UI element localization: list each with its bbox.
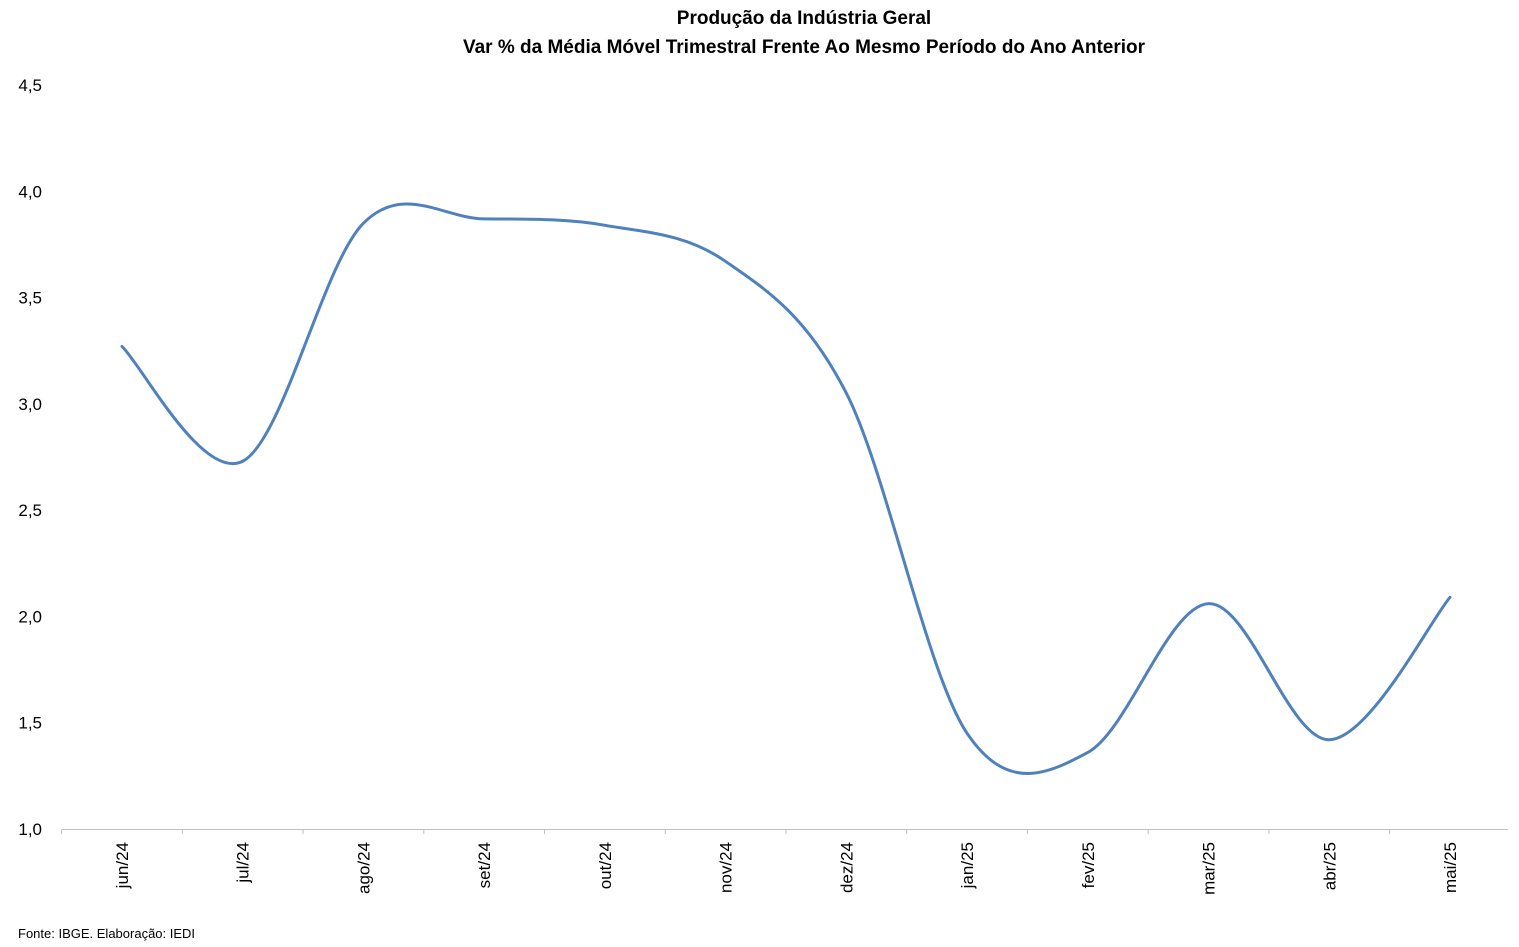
series-line [120,202,1452,775]
y-tick-label: 4,0 [18,182,42,201]
x-axis-ticks [61,829,1391,834]
source-note: Fonte: IBGE. Elaboração: IEDI [18,926,195,941]
y-axis-labels: 1,0 1,5 2,0 2,5 3,0 3,5 4,0 4,5 [18,76,42,839]
y-tick-label: 2,0 [18,607,42,626]
y-tick-label: 1,0 [18,820,42,839]
y-tick-label: 3,5 [18,289,42,308]
x-tick-label: jun/24 [113,842,132,889]
x-tick-label: set/24 [475,842,494,888]
x-tick-label: ago/24 [354,842,373,894]
x-tick-label: fev/25 [1079,842,1098,888]
x-tick-label: nov/24 [717,842,736,893]
y-tick-label: 2,5 [18,501,42,520]
y-tick-label: 4,5 [18,76,42,95]
x-tick-label: dez/24 [837,842,856,893]
x-tick-label: mai/25 [1441,842,1460,893]
x-tick-label: jan/25 [958,842,977,889]
y-tick-label: 3,0 [18,395,42,414]
x-tick-label: mar/25 [1200,842,1219,895]
x-tick-label: abr/25 [1320,842,1339,890]
chart-subtitle: Var % da Média Móvel Trimestral Frente A… [463,37,1146,58]
series-group [120,202,1452,775]
y-tick-label: 1,5 [18,714,42,733]
x-tick-label: out/24 [596,842,615,889]
chart-title: Produção da Indústria Geral [677,8,931,29]
x-axis-labels: jun/24 jul/24 ago/24 set/24 out/24 nov/24 dez/… [113,842,1460,895]
x-tick-label: jul/24 [234,842,253,884]
